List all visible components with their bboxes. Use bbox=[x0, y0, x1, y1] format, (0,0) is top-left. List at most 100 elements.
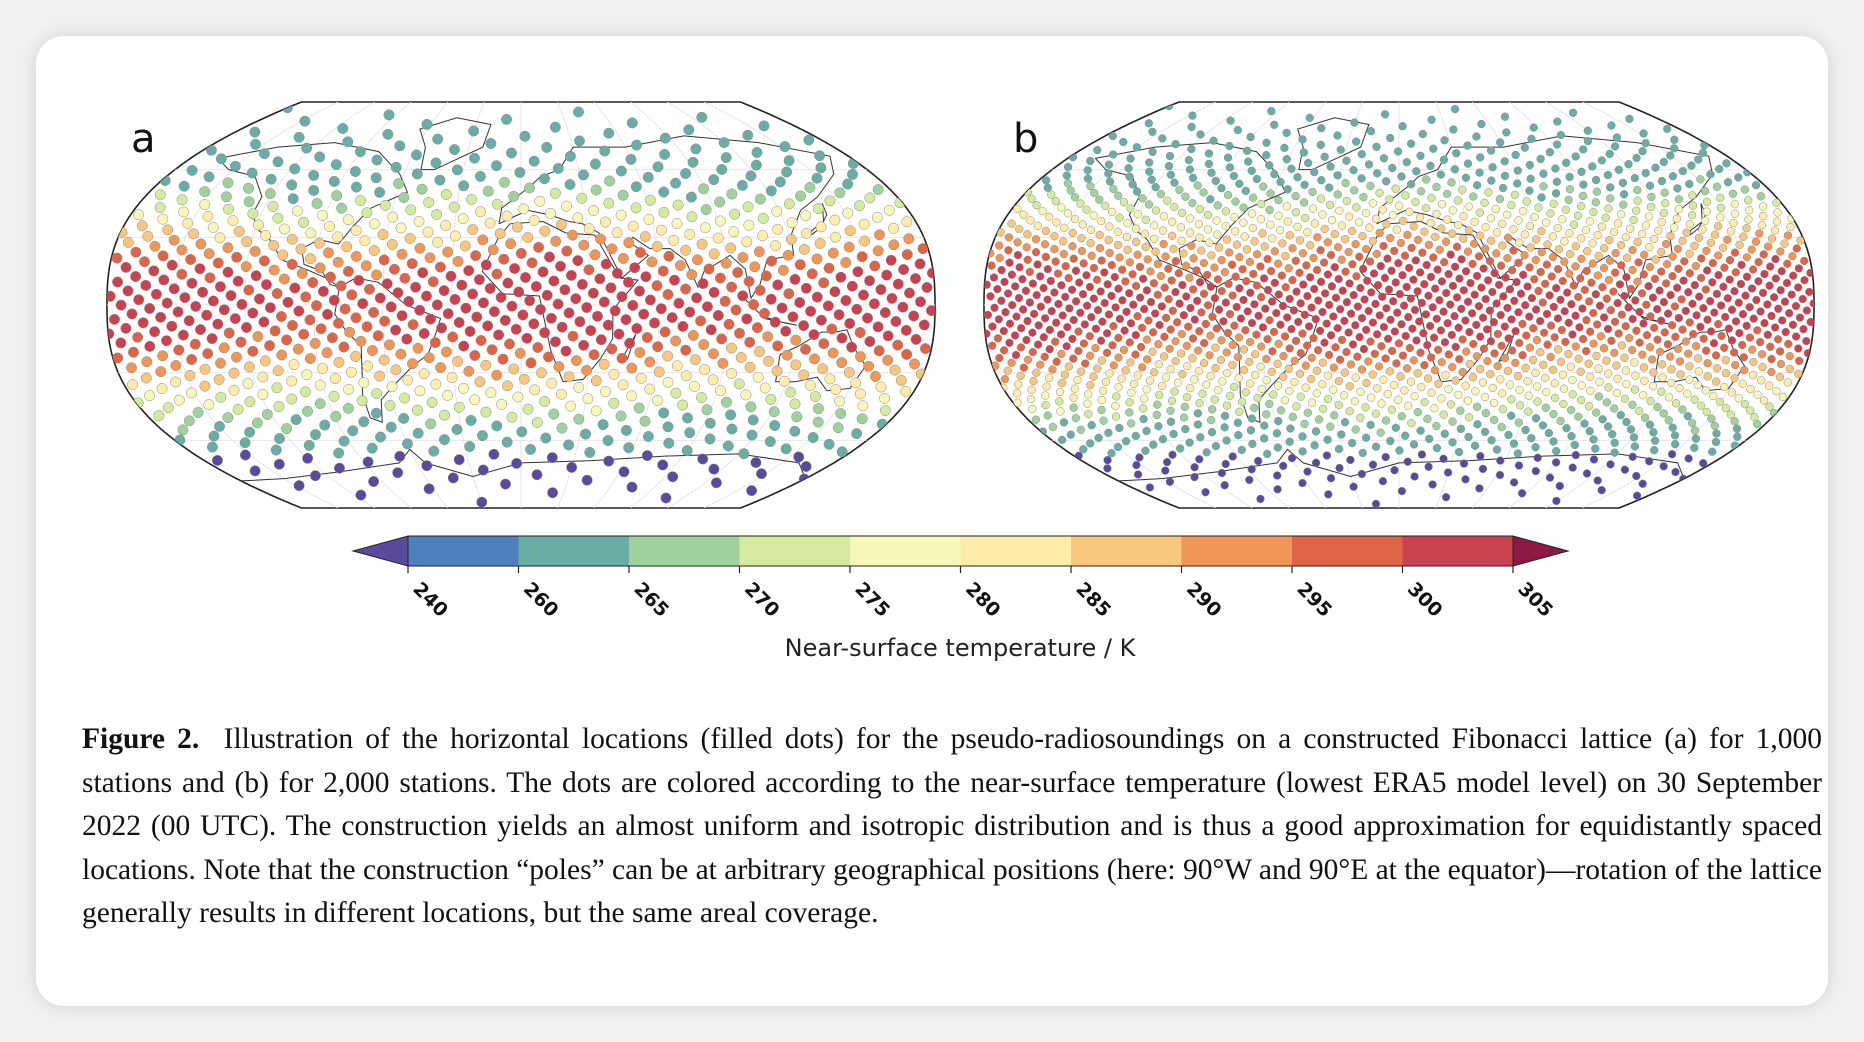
station-dot bbox=[1179, 249, 1188, 258]
station-dot bbox=[653, 366, 665, 378]
station-dot bbox=[1809, 299, 1814, 308]
station-dot bbox=[1778, 392, 1788, 402]
station-dot bbox=[1383, 389, 1392, 399]
station-dot bbox=[641, 450, 653, 462]
station-dot bbox=[1561, 205, 1571, 215]
station-dot bbox=[1798, 294, 1807, 304]
station-dot bbox=[1576, 395, 1586, 405]
station-dot bbox=[1749, 314, 1758, 323]
station-dot bbox=[726, 281, 738, 293]
station-dot bbox=[1005, 319, 1015, 328]
station-dot bbox=[1688, 299, 1697, 308]
station-dot bbox=[1629, 433, 1639, 442]
station-dot bbox=[1316, 246, 1325, 255]
station-dot bbox=[1365, 223, 1374, 232]
station-dot bbox=[1361, 244, 1371, 254]
station-dot bbox=[1441, 371, 1450, 380]
station-dot bbox=[823, 262, 835, 274]
figure-graphic: a b 240 260 265 270 275 280 285 290 295 300 305 Ne… bbox=[106, 101, 1815, 662]
station-dot bbox=[1378, 477, 1388, 486]
station-dot bbox=[1418, 129, 1427, 139]
station-dot bbox=[708, 174, 720, 186]
station-dot bbox=[1409, 275, 1418, 284]
station-dot bbox=[304, 353, 316, 365]
station-dot bbox=[311, 198, 323, 209]
station-dot bbox=[1712, 289, 1722, 299]
station-dot bbox=[1206, 282, 1216, 291]
station-dot bbox=[1161, 313, 1171, 323]
station-dot bbox=[620, 314, 632, 326]
station-dot bbox=[1096, 287, 1105, 296]
station-dot bbox=[337, 123, 349, 134]
station-dot bbox=[1602, 294, 1611, 303]
station-dot bbox=[1751, 180, 1761, 190]
station-dot bbox=[846, 341, 858, 353]
station-dot bbox=[1476, 364, 1485, 374]
station-dot bbox=[1239, 295, 1248, 305]
station-dot bbox=[282, 296, 294, 308]
station-dot bbox=[815, 221, 827, 233]
station-dot bbox=[1333, 171, 1342, 180]
station-dot bbox=[1169, 429, 1178, 439]
station-dot bbox=[1101, 377, 1111, 387]
station-dot bbox=[1447, 330, 1456, 340]
station-dot bbox=[608, 397, 620, 409]
station-dot bbox=[1586, 327, 1595, 336]
station-dot bbox=[1395, 289, 1405, 299]
station-dot bbox=[1639, 129, 1648, 138]
station-dot bbox=[1419, 329, 1428, 338]
station-dot bbox=[1329, 363, 1339, 372]
station-dot bbox=[1221, 459, 1230, 469]
station-dot bbox=[1040, 314, 1050, 323]
station-dot bbox=[1432, 209, 1441, 219]
station-dot bbox=[991, 361, 1000, 370]
station-dot bbox=[811, 253, 823, 265]
station-dot bbox=[1207, 427, 1217, 437]
station-dot bbox=[1666, 290, 1675, 300]
station-dot bbox=[342, 402, 354, 414]
station-dot bbox=[1515, 401, 1525, 410]
station-dot bbox=[1734, 394, 1743, 403]
station-dot bbox=[730, 304, 742, 316]
station-dot bbox=[1569, 220, 1579, 229]
station-dot bbox=[1382, 220, 1391, 229]
station-dot bbox=[918, 319, 930, 331]
station-dot bbox=[1509, 439, 1519, 448]
station-dot bbox=[872, 184, 884, 196]
station-dot bbox=[915, 296, 926, 308]
station-dot bbox=[1721, 403, 1730, 413]
station-dot bbox=[1032, 368, 1041, 377]
station-dot bbox=[798, 473, 810, 485]
station-dot bbox=[1730, 209, 1740, 218]
station-dot bbox=[1568, 390, 1577, 399]
station-dot bbox=[257, 371, 269, 383]
station-dot bbox=[836, 332, 848, 344]
station-dot bbox=[1442, 189, 1452, 199]
station-dot bbox=[1310, 167, 1319, 177]
station-dot bbox=[1406, 180, 1416, 189]
station-dot bbox=[281, 423, 293, 435]
station-dot bbox=[550, 235, 562, 247]
station-dot bbox=[1548, 252, 1558, 262]
station-dot bbox=[1685, 179, 1694, 189]
station-dot bbox=[307, 277, 319, 288]
station-dot bbox=[1170, 178, 1179, 187]
station-dot bbox=[1288, 275, 1297, 285]
station-dot bbox=[1409, 356, 1418, 365]
station-dot bbox=[617, 252, 629, 264]
station-dot bbox=[829, 286, 841, 298]
station-dot bbox=[356, 395, 368, 407]
station-dot bbox=[1514, 418, 1523, 427]
station-dot bbox=[1056, 407, 1065, 416]
station-dot bbox=[1497, 341, 1506, 350]
station-dot bbox=[1306, 273, 1315, 282]
station-dot bbox=[1729, 218, 1738, 228]
station-dot bbox=[1583, 136, 1593, 146]
station-dot bbox=[1376, 261, 1385, 271]
station-dot bbox=[1228, 452, 1237, 461]
station-dot bbox=[456, 279, 468, 291]
station-dot bbox=[1554, 245, 1564, 254]
station-dot bbox=[652, 161, 664, 173]
station-dot bbox=[1681, 306, 1690, 316]
station-dot bbox=[1592, 351, 1601, 361]
